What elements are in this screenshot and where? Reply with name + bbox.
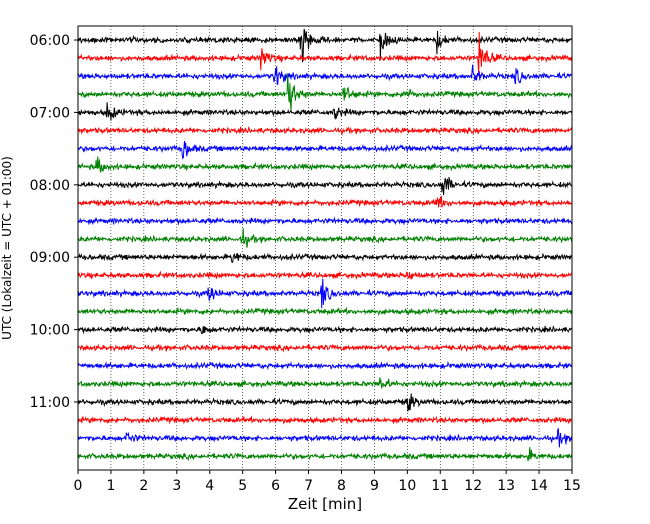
trace-line [78, 278, 572, 309]
x-tick-label: 12 [464, 478, 482, 494]
y-axis-ticks: 06:00 07:00 08:00 09:00 10:00 11:00 [30, 33, 78, 411]
y-tick-label: 11:00 [30, 395, 70, 411]
trace-line [78, 343, 572, 353]
x-tick-label: 11 [431, 478, 449, 494]
x-axis-label: Zeit [min] [288, 495, 362, 513]
trace-line [78, 360, 572, 371]
trace-line [78, 270, 572, 281]
trace-line [78, 428, 572, 448]
x-tick-label: 3 [172, 478, 181, 494]
x-tick-label: 8 [337, 478, 346, 494]
trace-line [78, 102, 572, 121]
trace-line [78, 306, 572, 317]
trace-line [78, 195, 572, 208]
trace-line [78, 393, 572, 412]
plot-frame [77, 25, 573, 471]
trace-line [78, 415, 572, 425]
y-tick-label: 09:00 [30, 250, 70, 266]
x-tick-label: 13 [497, 478, 515, 494]
trace-line [78, 140, 572, 160]
x-tick-label: 14 [530, 478, 548, 494]
x-tick-label: 9 [370, 478, 379, 494]
y-tick-label: 07:00 [30, 105, 70, 121]
trace-line [78, 325, 572, 335]
x-tick-label: 0 [74, 478, 83, 494]
x-axis-ticks: 0 1 2 3 4 5 6 7 8 9 10 11 12 13 14 15 [74, 470, 581, 494]
x-tick-label: 15 [563, 478, 581, 494]
y-tick-label: 06:00 [30, 33, 70, 49]
trace-line [78, 252, 572, 264]
trace-line [78, 156, 572, 173]
x-tick-label: 6 [271, 478, 280, 494]
x-tick-label: 10 [398, 478, 416, 494]
y-tick-label: 08:00 [30, 178, 70, 194]
x-tick-label: 5 [238, 478, 247, 494]
trace-line [78, 176, 572, 196]
trace-line [78, 125, 572, 136]
trace-line [78, 447, 572, 462]
grid-layer [110, 26, 540, 470]
trace-line [78, 31, 572, 77]
trace-line [78, 228, 572, 248]
trace-line [78, 28, 572, 63]
y-tick-label: 10:00 [30, 323, 70, 339]
trace-line [78, 73, 572, 111]
x-tick-label: 4 [205, 478, 214, 494]
trace-line [78, 216, 572, 226]
x-tick-label: 7 [304, 478, 313, 494]
x-tick-label: 2 [139, 478, 148, 494]
trace-line [78, 377, 572, 389]
trace-layer [78, 28, 572, 462]
trace-line [78, 64, 572, 86]
x-tick-label: 1 [106, 478, 115, 494]
y-axis-label: UTC (Lokalzeit = UTC + 01:00) [0, 156, 14, 340]
